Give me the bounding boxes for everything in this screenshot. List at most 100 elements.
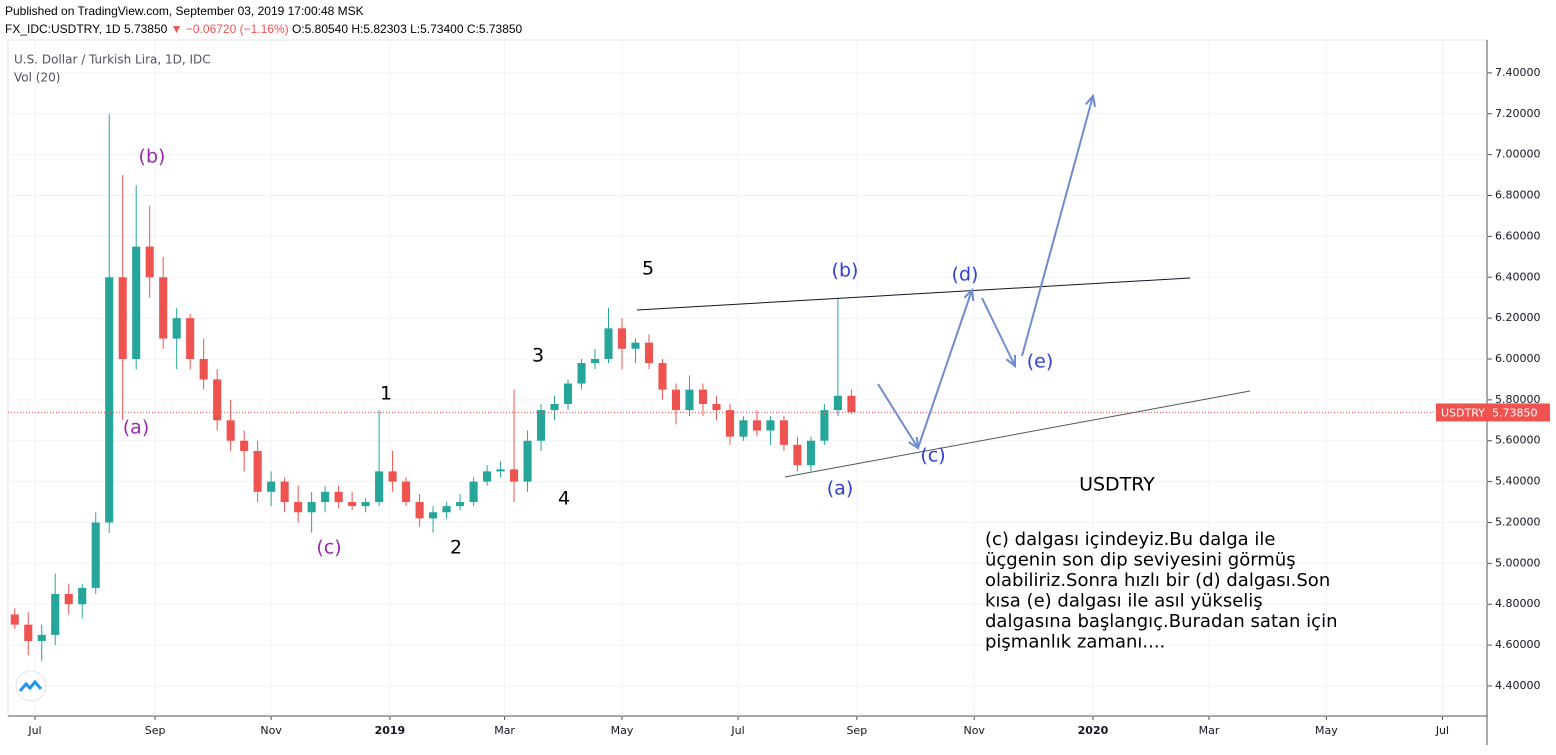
y-tick-label: 6.60000 [1495,229,1541,242]
candle-body [442,506,451,513]
candle-body [725,410,735,437]
arrow [917,289,973,449]
candle-body [91,522,100,588]
candle-body [105,277,114,523]
candle-body [685,389,694,411]
candle-body [118,277,127,359]
published: Published on TradingView.com, September … [5,4,364,18]
x-tick-label: May [1315,724,1338,737]
candle-body [253,450,262,492]
candle-body [172,318,181,339]
annotation: (d) [952,264,979,286]
y-tick-label: 4.40000 [1495,679,1541,692]
ohlc-close: C:5.73850 [467,22,523,36]
candle-body [213,379,222,421]
candle-body [334,491,343,503]
candle-body [280,481,289,503]
candle-body [456,502,465,507]
candle-body [793,444,802,466]
x-tick-label: 2019 [375,724,406,737]
candle-body [833,395,842,411]
x-tick-label: Jul [730,724,744,737]
y-tick-label: 7.20000 [1495,107,1541,120]
candle-body [64,594,73,605]
annotation: (a) [123,417,149,439]
candle-body [307,502,316,513]
quote: FX_IDC:USDTRY, 1D 5.73850 ▼ −0.06720 (−1… [5,22,523,36]
candle-body [10,614,19,625]
candle-body [226,420,235,441]
y-tick-label: 5.80000 [1495,393,1541,406]
candle-body [658,363,667,390]
note-line: olabiliriz.Sonra hızlı bir (d) dalgası.S… [985,570,1330,591]
y-tick-label: 5.00000 [1495,556,1541,569]
y-tick-label: 6.00000 [1495,352,1541,365]
annotation: (b) [832,260,859,282]
candle-body [132,246,141,359]
ohlc-high: H:5.82303 [351,22,407,36]
candle-body [199,358,208,380]
candle-body [644,342,654,364]
candle-body [321,491,330,503]
candle-body [523,440,532,482]
candle-body [563,383,573,404]
last-price-label: 5.73850 [1492,406,1538,419]
arrow-head [1085,93,1096,107]
y-tick-label: 7.00000 [1495,148,1541,161]
change: ▼ −0.06720 (−1.16%) [171,22,289,36]
x-tick-label: Nov [963,724,985,737]
trendline [636,277,1191,311]
candle-body [186,318,195,359]
x-tick-label: Sep [145,724,166,737]
x-tick-label: Jul [1435,724,1449,737]
candle-body [267,481,276,492]
candle-body [415,502,424,519]
arrow-head [1005,354,1017,369]
y-tick-label: 7.40000 [1495,66,1541,79]
candle-body [348,502,357,507]
annotation: (c) [316,537,341,559]
annotation: 4 [558,488,570,510]
candle-body [469,481,478,503]
arrow [1021,95,1094,357]
last: 5.73850 [124,22,168,36]
candle-body [739,420,748,437]
note-line: dalgasına başlangıç.Buradan satan için [985,611,1337,632]
annotation: 3 [532,345,544,367]
y-tick-label: 5.60000 [1495,434,1541,447]
arrow-head [963,287,975,302]
annotation: (e) [1027,351,1054,373]
candle-body [550,403,559,411]
candle-body [820,410,829,441]
candle-body [590,358,600,364]
candle-body [671,389,681,411]
candle-body [496,469,505,472]
ohlc-low: L:5.73400 [410,22,464,36]
x-tick-label: May [611,724,634,737]
arrow [981,297,1016,367]
candle-body [617,328,627,349]
candle-body [712,403,721,411]
candle-body [240,440,249,451]
candle-body [388,471,397,482]
y-tick-label: 6.40000 [1495,270,1541,283]
candle-body [51,594,60,635]
note-line: (c) dalgası içindeyiz.Bu dalga ile [985,529,1276,550]
annotation: (b) [139,146,166,168]
y-tick-label: 6.80000 [1495,189,1541,202]
candle-body [375,471,384,503]
note-line: kısa (e) dalgası ile asıl yükseliş [985,591,1263,612]
candle-body [752,420,761,431]
candle-body [631,342,640,349]
candle-body [145,246,154,278]
candle-body [24,624,33,642]
candle-body [577,363,586,384]
last-price-symbol: USDTRY [1441,406,1485,419]
x-tick-label: 2020 [1078,724,1109,737]
annotation: USDTRY [1079,474,1155,496]
trendline [784,390,1251,478]
candle-body [37,634,46,642]
candle-body [159,277,168,339]
y-tick-label: 6.20000 [1495,311,1541,324]
